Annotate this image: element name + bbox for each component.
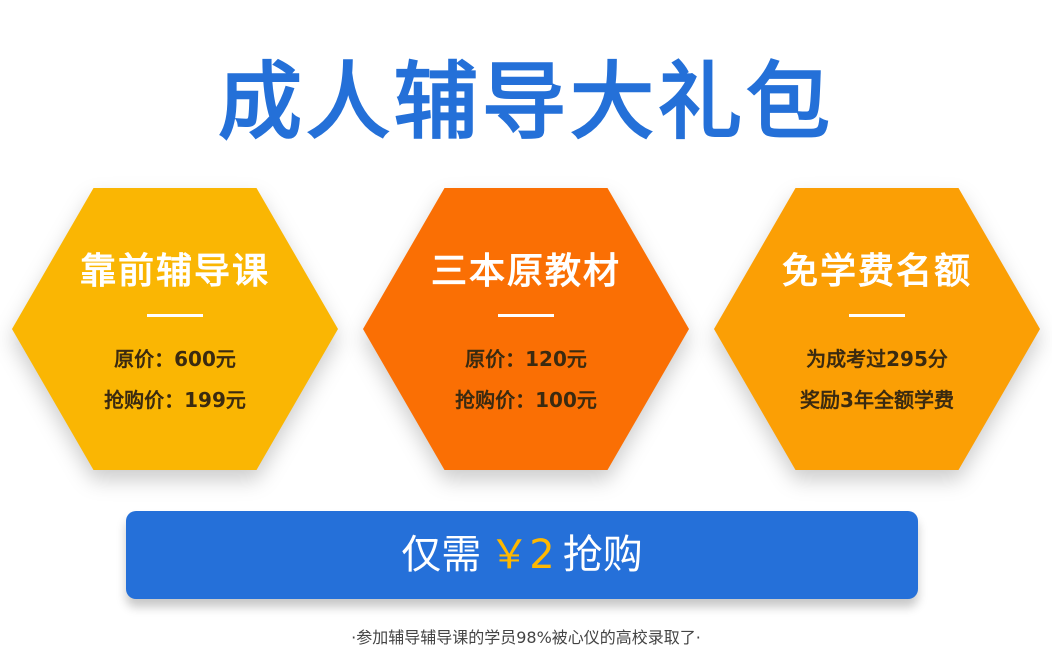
hexagon-shape [12, 188, 338, 470]
package-divider [498, 314, 554, 317]
package-divider [147, 314, 203, 317]
package-divider [849, 314, 905, 317]
hexagon-shape [714, 188, 1040, 470]
package-card-tutoring: 靠前辅导课 原价：600元 抢购价：199元 [12, 188, 338, 470]
cta-prefix: 仅需 [401, 532, 482, 578]
hexagon-shape [363, 188, 689, 470]
package-condition: 为成考过295分 [806, 347, 948, 371]
package-sale-price: 抢购价：199元 [104, 388, 246, 412]
footnote: ·参加辅导辅导课的学员98%被心仪的高校录取了· [351, 628, 701, 647]
package-title: 靠前辅导课 [79, 251, 270, 292]
package-original-price: 原价：120元 [465, 347, 587, 371]
package-content: 靠前辅导课 原价：600元 抢购价：199元 [12, 188, 338, 470]
package-sale-price: 抢购价：100元 [455, 388, 597, 412]
package-title: 三本原教材 [430, 251, 621, 292]
package-title: 免学费名额 [781, 251, 972, 292]
cta-price: ￥2 [489, 532, 555, 578]
package-card-free-tuition: 免学费名额 为成考过295分 奖励3年全额学费 [714, 188, 1040, 470]
page-title: 成人辅导大礼包 [217, 53, 834, 151]
package-reward: 奖励3年全额学费 [800, 388, 954, 412]
hexagon-fill [12, 188, 338, 470]
package-card-textbooks: 三本原教材 原价：120元 抢购价：100元 [363, 188, 689, 470]
package-content: 三本原教材 原价：120元 抢购价：100元 [363, 188, 689, 470]
cta-suffix: 抢购 [562, 532, 643, 578]
buy-now-button[interactable]: 仅需 ￥2 抢购 [126, 511, 918, 599]
package-original-price: 原价：600元 [114, 347, 236, 371]
package-content: 免学费名额 为成考过295分 奖励3年全额学费 [714, 188, 1040, 470]
